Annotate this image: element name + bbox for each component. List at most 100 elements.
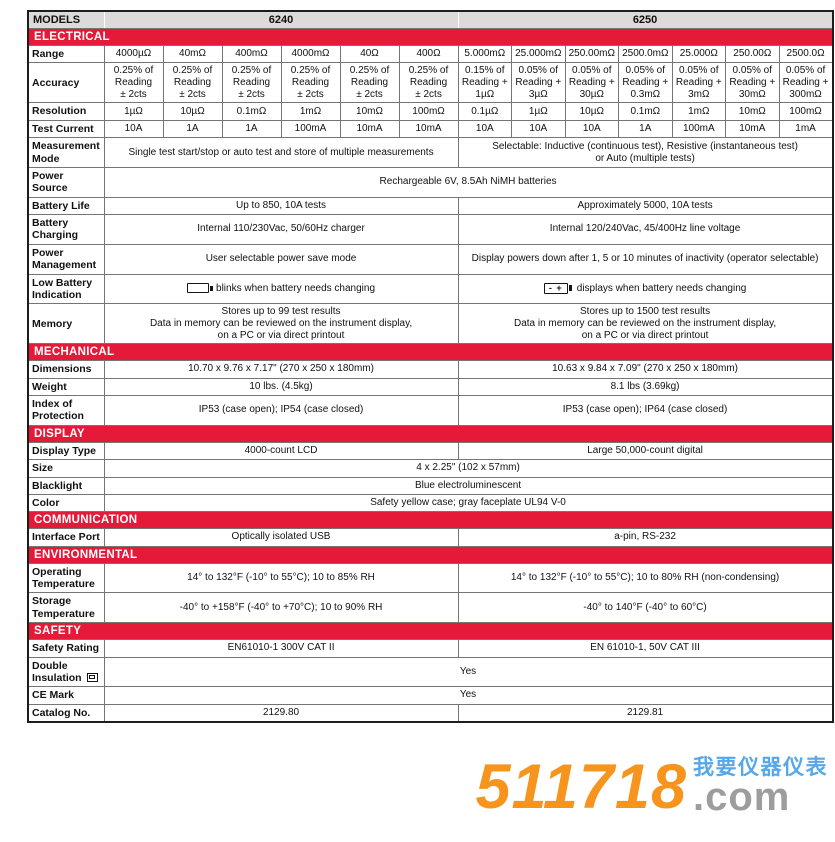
spec-value: 0.25% of Reading ± 2cts xyxy=(162,62,223,104)
spec-value: 10A xyxy=(564,119,620,139)
spec-value: 10µΩ xyxy=(564,102,620,121)
spec-value: 10µΩ xyxy=(162,102,223,121)
spec-value-6240: 4000-count LCD xyxy=(103,441,459,461)
spec-value: 0.05% of Reading + 0.3mΩ xyxy=(618,62,673,104)
spec-value: 10mΩ xyxy=(339,102,400,121)
spec-value: 1A xyxy=(162,119,223,139)
spec-value: 100mΩ xyxy=(778,102,834,121)
section-header: SAFETY xyxy=(28,622,833,641)
spec-label-text: Catalog No. xyxy=(32,706,91,719)
spec-value: 40Ω xyxy=(339,44,400,64)
spec-label: Operating Temperature xyxy=(27,562,105,594)
spec-value: 10A xyxy=(457,119,513,139)
spec-label-text: Index of Protection xyxy=(32,398,84,423)
models-row: MODELS 6240 6250 xyxy=(27,10,834,29)
spec-label: Display Type xyxy=(27,441,105,461)
model-6250-header: 6250 xyxy=(457,10,834,29)
spec-label: Storage Temperature xyxy=(27,592,105,624)
spec-value-6250: Stores up to 1500 test results Data in m… xyxy=(457,303,834,345)
spec-value-6250: 2129.81 xyxy=(457,703,834,723)
spec-label: Resolution xyxy=(27,102,105,121)
spec-label: Safety Rating xyxy=(27,639,105,658)
spec-label-text: Interface Port xyxy=(32,531,100,544)
section-header: MECHANICAL xyxy=(28,343,833,362)
section-header: DISPLAY xyxy=(28,424,833,443)
spec-value-shared: Rechargeable 6V, 8.5Ah NiMH batteries xyxy=(103,166,834,198)
spec-value: 0.05% of Reading + 300mΩ xyxy=(778,62,834,104)
spec-value-text: blinks when battery needs changing xyxy=(216,282,376,294)
section-header: ENVIRONMENTAL xyxy=(28,545,833,564)
spec-label-text: Blacklight xyxy=(32,479,83,492)
spec-label: Weight xyxy=(27,377,105,397)
spec-label-text: Resolution xyxy=(32,105,87,118)
spec-label: Power Management xyxy=(27,243,105,275)
spec-table: MODELS 6240 6250 ELECTRICAL Range 4000µΩ 40… xyxy=(27,10,834,723)
spec-value-6250: 14° to 132°F (-10° to 55°C); 10 to 80% R… xyxy=(457,562,834,594)
spec-label-text: Power Management xyxy=(32,246,97,272)
spec-label: Color xyxy=(27,493,105,513)
watermark-tld: .com xyxy=(693,775,791,819)
spec-label-text: Memory xyxy=(32,317,73,330)
spec-value-6240: 10.70 x 9.76 x 7.17" (270 x 250 x 180mm) xyxy=(103,360,459,379)
spec-value: 0.1µΩ xyxy=(457,102,513,121)
spec-label: Range xyxy=(27,44,105,64)
spec-label: Battery Life xyxy=(27,196,105,216)
spec-value: 40mΩ xyxy=(162,44,223,64)
spec-label-text: Safety Rating xyxy=(32,642,100,655)
spec-value-6250: Large 50,000-count digital xyxy=(457,441,834,461)
spec-value-text: displays when battery needs changing xyxy=(576,282,747,294)
spec-value: 1µΩ xyxy=(511,102,566,121)
spec-label-text: Dimensions xyxy=(32,363,92,376)
spec-label: Catalog No. xyxy=(27,703,105,723)
spec-label-text: Double Insulation xyxy=(32,659,82,684)
spec-label-text: CE Mark xyxy=(32,689,75,702)
spec-value: 2500.0Ω xyxy=(778,44,834,64)
spec-value: 0.25% of Reading ± 2cts xyxy=(103,62,164,104)
spec-value-6250: EN 61010-1, 50V CAT III xyxy=(457,639,834,658)
spec-value-shared: Yes xyxy=(103,686,834,705)
spec-value-6240: Single test start/stop or auto test and … xyxy=(103,137,459,168)
spec-value: 250.00mΩ xyxy=(564,44,620,64)
spec-value-6250: Display powers down after 1, 5 or 10 min… xyxy=(457,243,834,275)
spec-label: Blacklight xyxy=(27,476,105,495)
spec-value: 1mA xyxy=(778,119,834,139)
spec-value-6240: Optically isolated USB xyxy=(103,528,459,547)
spec-value-6240: EN61010-1 300V CAT II xyxy=(103,639,459,658)
spec-label-text: Weight xyxy=(32,380,67,393)
spec-value: 1mΩ xyxy=(671,102,727,121)
spec-value-6240: 14° to 132°F (-10° to 55°C); 10 to 85% R… xyxy=(103,562,459,594)
spec-value: 10mA xyxy=(398,119,459,139)
spec-value: 5.000mΩ xyxy=(457,44,513,64)
spec-label-text: Color xyxy=(32,496,60,509)
spec-value-shared: Blue electroluminescent xyxy=(103,476,834,495)
spec-value: 10mΩ xyxy=(725,102,780,121)
models-label: MODELS xyxy=(27,10,105,29)
spec-value: 0.25% of Reading ± 2cts xyxy=(221,62,282,104)
spec-label: CE Mark xyxy=(27,686,105,705)
spec-value: 10mA xyxy=(725,119,780,139)
spec-value-6250: 8.1 lbs (3.69kg) xyxy=(457,377,834,397)
spec-label: Measurement Mode xyxy=(27,137,105,168)
spec-value: 0.1mΩ xyxy=(221,102,282,121)
spec-value: 400mΩ xyxy=(221,44,282,64)
spec-label-text: Measurement Mode xyxy=(32,140,100,165)
spec-label: Accuracy xyxy=(27,62,105,104)
model-6240-header: 6240 xyxy=(103,10,459,29)
spec-value: 400Ω xyxy=(398,44,459,64)
spec-value: 0.05% of Reading + 3µΩ xyxy=(511,62,566,104)
spec-label: Power Source xyxy=(27,166,105,198)
spec-value-6250: Internal 120/240Vac, 45/400Hz line volta… xyxy=(457,214,834,245)
spec-value-shared: 4 x 2.25" (102 x 57mm) xyxy=(103,459,834,478)
spec-table-body: MODELS 6240 6250 ELECTRICAL Range 4000µΩ 40… xyxy=(27,10,834,723)
spec-label-text: Power Source xyxy=(32,169,68,195)
spec-value: 1A xyxy=(221,119,282,139)
spec-value-shared: Safety yellow case; gray faceplate UL94 … xyxy=(103,493,834,513)
spec-value-6250: IP53 (case open); IP64 (case closed) xyxy=(457,395,834,426)
spec-value: 100mA xyxy=(671,119,727,139)
spec-label: Low Battery Indication xyxy=(27,273,105,305)
spec-value: 0.05% of Reading + 30µΩ xyxy=(564,62,620,104)
watermark-right-column: 我要仪器仪表 .com xyxy=(693,757,828,819)
spec-label-text: Range xyxy=(32,48,65,60)
spec-value-6240: blinks when battery needs changing xyxy=(103,273,459,305)
spec-value: 10A xyxy=(103,119,164,139)
